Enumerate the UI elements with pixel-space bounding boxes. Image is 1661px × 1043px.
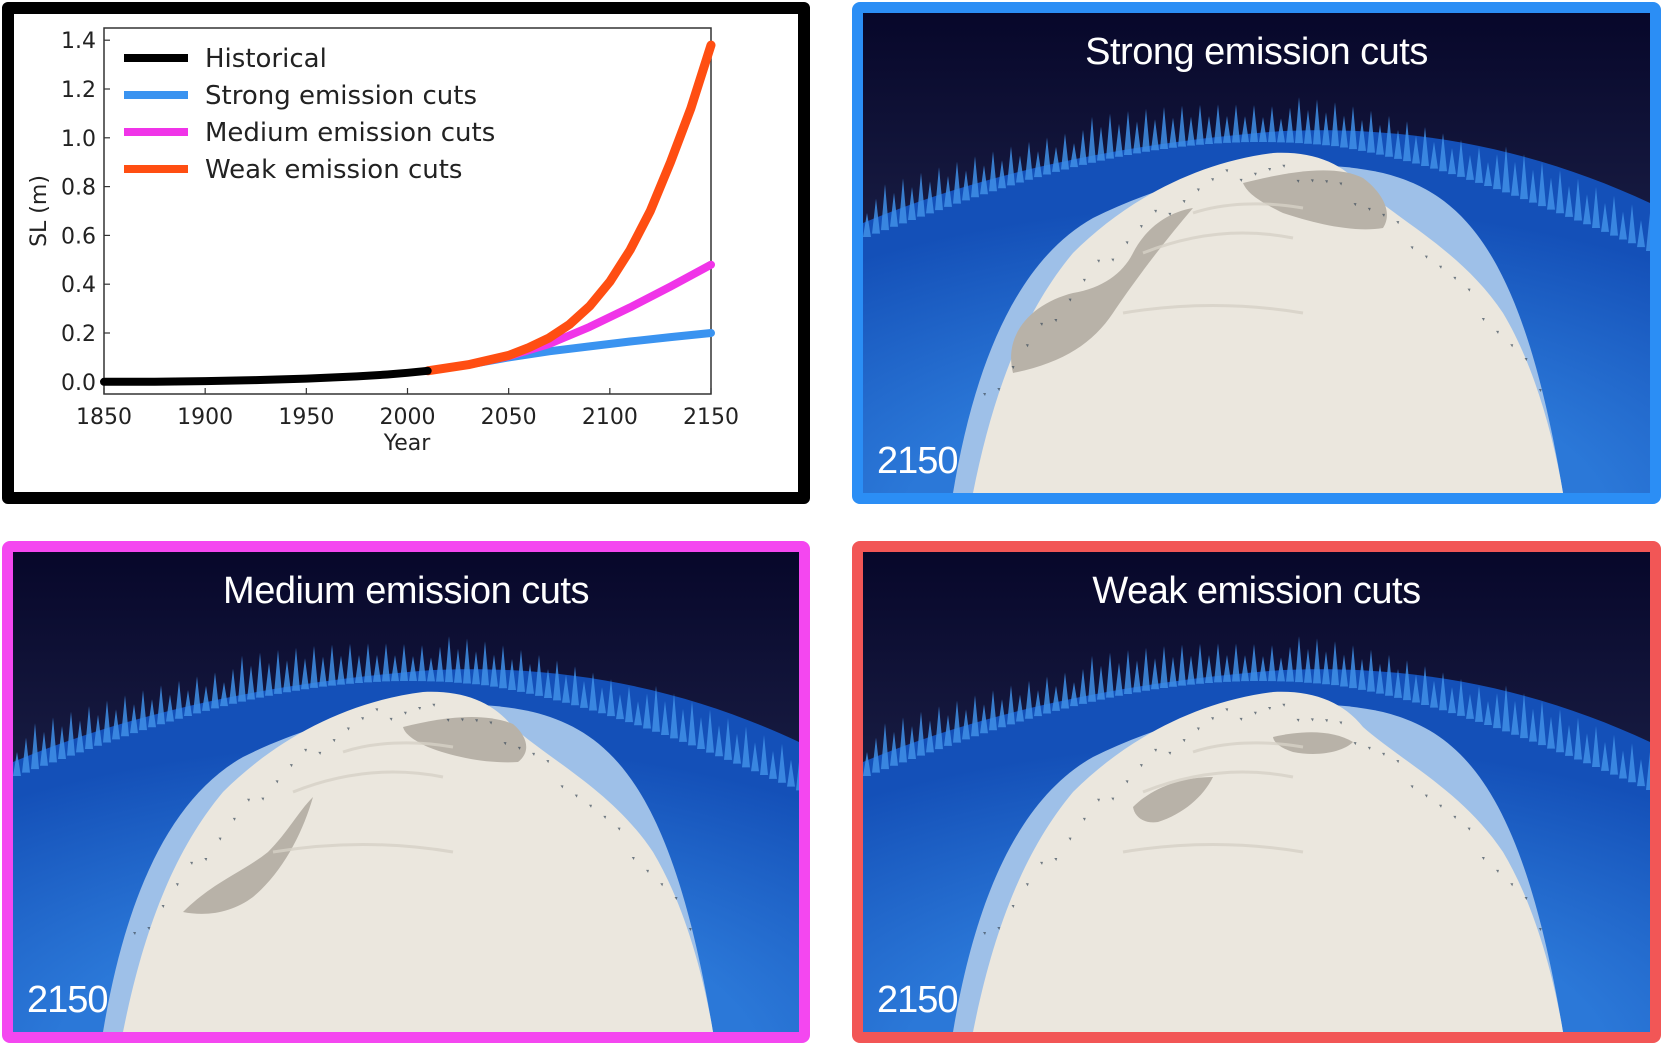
ice-surface-ridges bbox=[272, 741, 454, 854]
legend-label: Strong emission cuts bbox=[205, 81, 477, 111]
ice-shelf bbox=[183, 797, 313, 914]
plot-area-frame bbox=[103, 27, 712, 395]
sea-level-chart-panel: 1850 1900 1950 2000 2050 2100 2150 0.0 0.2 0.4 0.6… bbox=[2, 2, 810, 504]
ocean-ridge bbox=[863, 636, 1650, 791]
chart-legend: Historical Strong emission cuts Medium emi… bbox=[124, 44, 495, 185]
y-tick-label: 0.6 bbox=[61, 224, 96, 249]
y-tick-label: 1.0 bbox=[61, 127, 96, 152]
y-tick-label: 0.8 bbox=[61, 176, 96, 201]
panel-year-label: 2150 bbox=[877, 440, 959, 482]
ice-surface-ridges bbox=[1122, 202, 1304, 315]
ice-shelf bbox=[1011, 208, 1193, 373]
y-tick-label: 1.4 bbox=[61, 29, 96, 54]
ice-sheet bbox=[123, 691, 713, 1032]
axis-ticks: 1850 1900 1950 2000 2050 2100 2150 0.0 0.2 0.4 0.6… bbox=[61, 29, 739, 430]
x-axis-label: Year bbox=[383, 431, 432, 456]
sea-level-chart: 1850 1900 1950 2000 2050 2100 2150 0.0 0.2 0.4 0.6… bbox=[27, 27, 739, 456]
panel-year-label: 2150 bbox=[877, 979, 959, 1021]
weak-emission-cuts-panel: Weak emission cuts 2150 bbox=[852, 541, 1661, 1043]
panel-year-label: 2150 bbox=[27, 979, 109, 1021]
y-tick-label: 0.0 bbox=[61, 371, 96, 396]
panel-title: Strong emission cuts bbox=[1085, 31, 1428, 73]
x-tick-label: 2000 bbox=[380, 405, 436, 430]
legend-label: Medium emission cuts bbox=[205, 118, 495, 148]
y-tick-label: 0.4 bbox=[61, 273, 96, 298]
panel-title: Medium emission cuts bbox=[223, 570, 589, 612]
ice-sheet bbox=[973, 152, 1563, 493]
x-tick-label: 1950 bbox=[278, 405, 334, 430]
ocean-ridge bbox=[863, 97, 1650, 252]
x-tick-label: 1850 bbox=[76, 405, 132, 430]
antarctica-render-strong bbox=[863, 13, 1650, 493]
ice-shelf bbox=[403, 716, 527, 763]
ocean-ridge bbox=[13, 636, 799, 791]
antarctica-render-weak bbox=[863, 552, 1650, 1032]
ice-sheet bbox=[973, 691, 1563, 1032]
y-tick-label: 0.2 bbox=[61, 322, 96, 347]
x-tick-label: 1900 bbox=[177, 405, 233, 430]
ice-shelf bbox=[1273, 732, 1353, 754]
antarctica-render-medium bbox=[13, 552, 799, 1032]
chart-series bbox=[100, 40, 716, 386]
legend-label: Weak emission cuts bbox=[205, 155, 462, 185]
strong-emission-cuts-panel: Strong emission cuts 2150 bbox=[852, 2, 1661, 504]
y-axis-label: SL (m) bbox=[27, 175, 52, 247]
panel-title: Weak emission cuts bbox=[1092, 570, 1421, 612]
series-line-weak bbox=[423, 40, 716, 376]
medium-emission-cuts-panel: Medium emission cuts 2150 bbox=[2, 541, 810, 1043]
x-tick-label: 2050 bbox=[481, 405, 537, 430]
y-tick-label: 1.2 bbox=[61, 78, 96, 103]
ice-shelf bbox=[1243, 170, 1387, 230]
x-tick-label: 2150 bbox=[683, 405, 739, 430]
legend-label: Historical bbox=[205, 44, 327, 74]
series-line-historical bbox=[100, 366, 432, 386]
ice-shelf bbox=[1133, 777, 1213, 823]
x-tick-label: 2100 bbox=[582, 405, 638, 430]
ice-surface-ridges bbox=[1122, 741, 1304, 854]
